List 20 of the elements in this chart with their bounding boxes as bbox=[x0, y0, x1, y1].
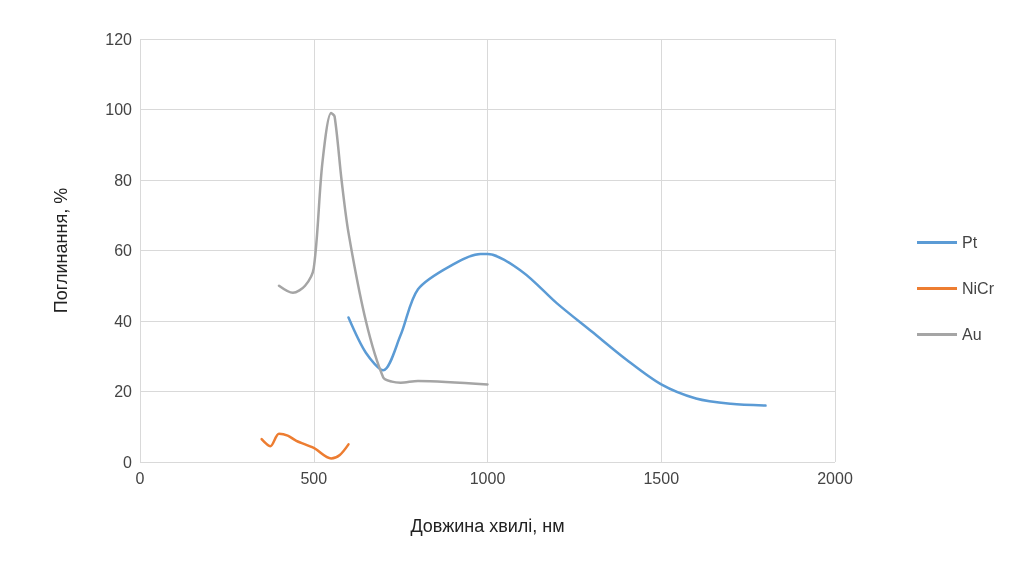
line-series bbox=[260, 432, 350, 460]
y-tick-label: 40 bbox=[114, 312, 133, 330]
y-tick-label: 60 bbox=[114, 242, 133, 259]
x-tick-label: 0 bbox=[135, 469, 145, 487]
x-tick-label: 2000 bbox=[817, 469, 853, 487]
x-tick-label: 1500 bbox=[643, 469, 680, 487]
y-tick-label: 20 bbox=[114, 383, 133, 400]
y-tick-label: 0 bbox=[123, 453, 133, 471]
x-tick-label: 1000 bbox=[469, 469, 506, 487]
y-axis-title: Поглинання, % bbox=[51, 187, 71, 314]
legend-label: Au bbox=[962, 326, 982, 343]
legend-label: NiCr bbox=[962, 280, 995, 297]
legend-label: Pt bbox=[962, 234, 978, 251]
x-axis-title: Довжина хвилі, нм bbox=[410, 516, 565, 536]
x-tick-label: 500 bbox=[300, 469, 328, 487]
y-tick-label: 120 bbox=[105, 30, 133, 48]
line-series bbox=[277, 111, 489, 386]
line-series bbox=[347, 252, 767, 407]
y-tick-label: 80 bbox=[114, 171, 133, 189]
y-tick-label: 100 bbox=[105, 101, 133, 118]
